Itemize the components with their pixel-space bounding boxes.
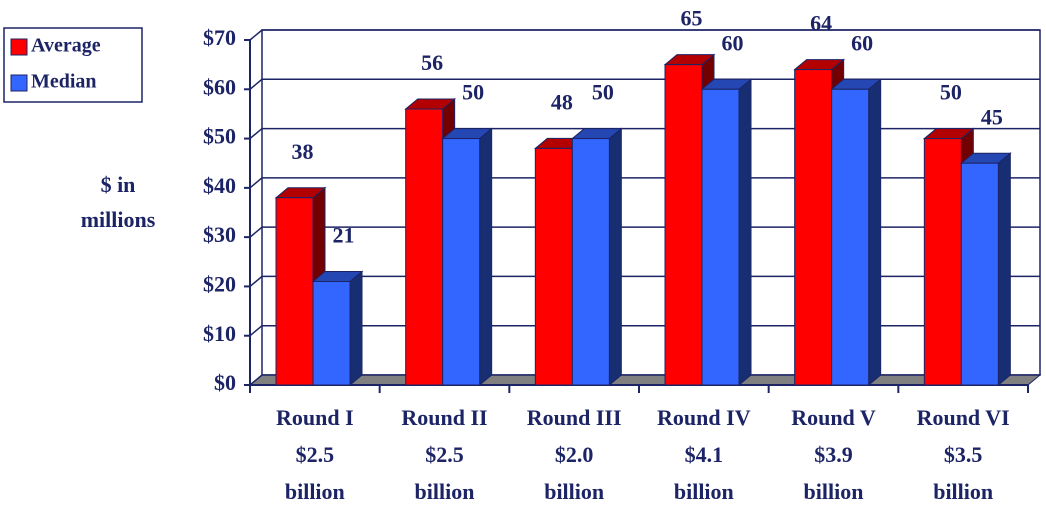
- y-tick-label: $30: [203, 222, 236, 247]
- legend-label: Median: [31, 71, 97, 93]
- y-tick-label: $20: [203, 271, 236, 296]
- x-tick-label: Round VI: [917, 405, 1010, 430]
- x-tick-label: billion: [674, 479, 734, 504]
- legend-label: Average: [31, 35, 101, 57]
- data-label: 60: [722, 30, 744, 55]
- bar: [923, 138, 962, 386]
- x-tick-label: Round III: [527, 405, 622, 430]
- x-tick-label: billion: [415, 479, 475, 504]
- grid-line: [249, 226, 1040, 238]
- data-label: 38: [292, 139, 314, 164]
- bar: [405, 108, 444, 386]
- x-tick-label: $3.5: [944, 442, 983, 467]
- y-tick-label: $40: [203, 173, 236, 198]
- data-label: 65: [681, 6, 703, 31]
- x-tick-label: $2.5: [425, 442, 464, 467]
- y-tick-label: $50: [203, 124, 236, 149]
- grid-line: [249, 275, 1040, 288]
- x-tick-label: Round V: [791, 405, 876, 430]
- back-wall: [261, 29, 1041, 376]
- x-tick-label: $3.9: [814, 442, 853, 467]
- grid-line: [249, 78, 1040, 90]
- data-label: 60: [851, 30, 873, 55]
- y-axis-label: millions: [81, 207, 156, 232]
- y-tick-label: $10: [203, 321, 236, 346]
- data-label: 45: [981, 104, 1003, 129]
- bar-side: [349, 270, 363, 387]
- x-tick-label: Round II: [401, 405, 487, 430]
- bar-side: [868, 78, 882, 387]
- y-tick-label: $0: [214, 370, 236, 395]
- data-label: 50: [592, 80, 614, 105]
- legend: Average Median: [3, 27, 143, 103]
- y-tick-label: $60: [203, 74, 236, 99]
- x-tick-label: $2.5: [296, 442, 335, 467]
- x-tick-label: $4.1: [685, 442, 724, 467]
- grid-line: [249, 29, 1040, 41]
- bar-side: [997, 152, 1011, 387]
- grid-line: [249, 374, 1040, 386]
- data-label: 50: [940, 80, 962, 105]
- x-tick-label: billion: [804, 479, 864, 504]
- x-tick-label: Round I: [276, 405, 354, 430]
- x-tick-label: Round IV: [657, 405, 751, 430]
- bar: [571, 138, 610, 386]
- bar: [312, 281, 351, 386]
- y-tick-label: $70: [203, 25, 236, 50]
- bar-side: [738, 78, 752, 387]
- bar-side: [608, 127, 622, 387]
- x-tick-label: billion: [544, 479, 604, 504]
- data-label: 21: [333, 223, 355, 248]
- x-tick-label: $2.0: [555, 442, 594, 467]
- legend-swatch: [10, 38, 28, 56]
- x-tick-label: billion: [285, 479, 345, 504]
- data-label: 50: [462, 80, 484, 105]
- bar: [275, 197, 314, 386]
- floor: [248, 374, 1042, 386]
- y-axis-label: $ in: [101, 172, 136, 197]
- legend-swatch: [10, 74, 28, 92]
- bar: [960, 162, 999, 386]
- grid-line: [249, 324, 1040, 337]
- bar: [534, 147, 573, 386]
- data-label: 56: [421, 50, 443, 75]
- x-tick-label: billion: [933, 479, 993, 504]
- bar: [701, 88, 740, 386]
- grid-line: [249, 127, 1040, 140]
- data-label: 48: [551, 89, 573, 114]
- bar: [794, 69, 833, 386]
- grid-line: [249, 177, 1040, 189]
- bar-side: [479, 127, 493, 387]
- bar: [664, 64, 703, 386]
- data-label: 64: [810, 11, 832, 36]
- bar: [831, 88, 870, 386]
- bar: [442, 138, 481, 386]
